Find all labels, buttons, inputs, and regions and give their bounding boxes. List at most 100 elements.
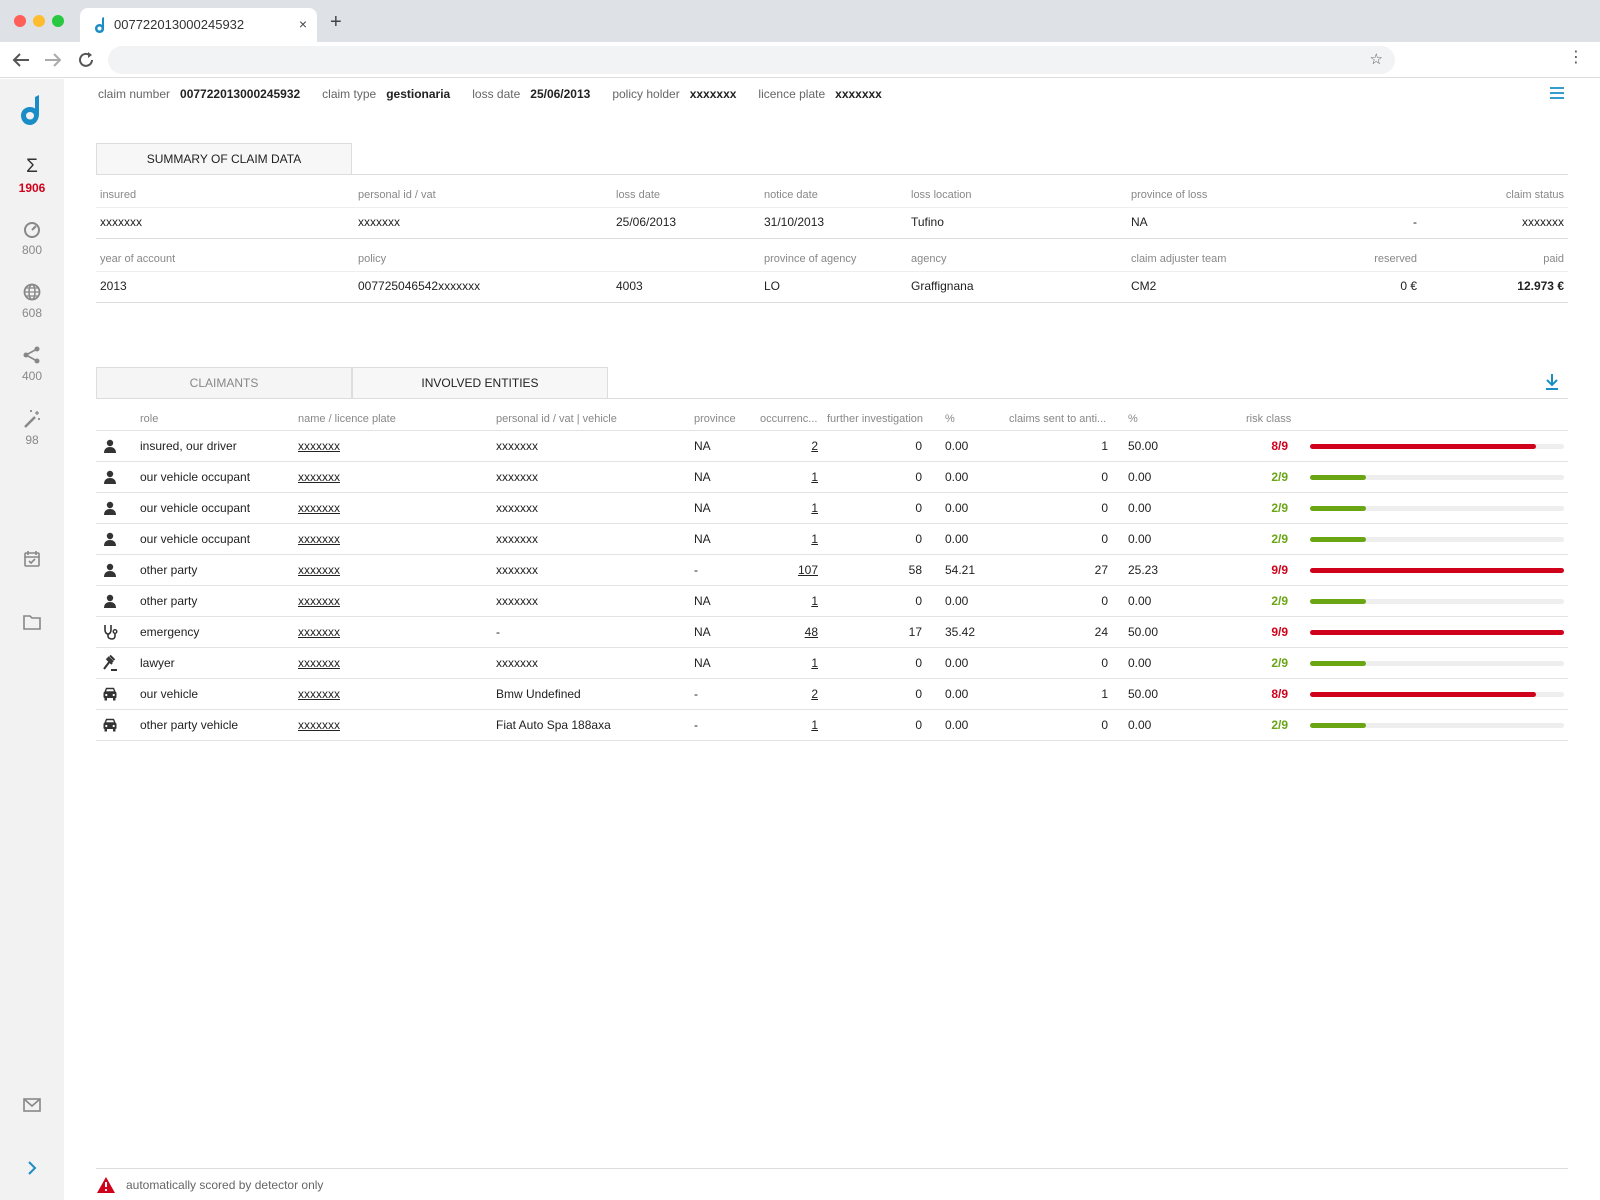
maximize-window-button[interactable] [52,15,64,27]
expand-sidebar-chevron-icon[interactable] [27,1161,37,1175]
row-percent-2: 50.00 [1128,439,1159,453]
header-name[interactable]: name / licence plate [298,413,396,425]
row-name-link[interactable]: xxxxxxx [298,718,340,732]
row-name-link[interactable]: xxxxxxx [298,532,340,546]
mail-icon[interactable] [23,1098,41,1112]
row-claims-sent: 27 [1094,563,1108,577]
summary-row2-divider [96,271,1568,272]
row-personal-id: xxxxxxx [496,656,538,670]
sidebar-item-share[interactable]: 400 [0,345,64,383]
risk-bar-track [1310,630,1564,635]
header-personal-id[interactable]: personal id / vat | vehicle [496,413,617,425]
globe-icon [23,283,41,301]
speedometer-icon [24,222,40,238]
row-role: our vehicle [140,687,199,701]
risk-bar-fill [1310,444,1537,449]
row-occurrences-link[interactable]: 48 [804,625,818,639]
new-tab-button[interactable]: + [330,11,342,33]
row-occurrences-link[interactable]: 1 [811,718,818,732]
row-name-link[interactable]: xxxxxxx [298,439,340,453]
value-year-of-account: 2013 [100,279,127,293]
table-row[interactable]: our vehicle occupant xxxxxxx xxxxxxx NA 1 0 0.… [96,493,1568,524]
row-occurrences-link[interactable]: 2 [811,687,818,701]
reload-icon[interactable] [77,51,95,69]
browser-tab[interactable]: 007722013000245932 × [80,8,317,42]
header-percent-1[interactable]: % [945,413,955,425]
row-occurrences-link[interactable]: 107 [797,563,818,577]
value-reserved: 0 € [1400,279,1417,293]
row-personal-id: xxxxxxx [496,532,538,546]
folder-icon[interactable] [23,614,41,630]
row-occurrences-link[interactable]: 1 [811,501,818,515]
table-row[interactable]: our vehicle occupant xxxxxxx xxxxxxx NA 1 0 0.… [96,462,1568,493]
row-percent-2: 50.00 [1128,625,1159,639]
value-loss-date: 25/06/2013 [616,215,677,229]
tab-involved-entities[interactable]: INVOLVED ENTITIES [352,367,608,399]
back-icon[interactable] [12,52,30,68]
minimize-window-button[interactable] [33,15,45,27]
sidebar-item-wand[interactable]: 98 [0,409,64,447]
table-row[interactable]: our vehicle occupant xxxxxxx xxxxxxx NA 1 0 0.… [96,524,1568,555]
person-icon [102,531,118,547]
row-percent-1: 0.00 [945,656,969,670]
left-sidebar: Σ 1906 800 608 400 98 [0,79,64,1200]
table-row[interactable]: emergency xxxxxxx - NA 48 17 35.42 24 50.00 9/9 [96,617,1568,648]
summary-row1-divider [96,207,1568,208]
tab-summary[interactable]: SUMMARY OF CLAIM DATA [96,143,352,175]
row-name-link[interactable]: xxxxxxx [298,594,340,608]
row-risk-class: 8/9 [1271,439,1288,453]
table-row[interactable]: other party xxxxxxx xxxxxxx - 107 58 54.21 27 25… [96,555,1568,586]
row-occurrences-link[interactable]: 1 [811,470,818,484]
hamburger-menu-icon[interactable] [1549,86,1565,100]
header-province[interactable]: province [694,413,736,425]
app-logo-icon[interactable] [20,95,44,125]
row-personal-id: xxxxxxx [496,439,538,453]
row-occurrences-link[interactable]: 1 [811,656,818,670]
sidebar-item-total[interactable]: Σ 1906 [0,157,64,196]
header-occurrences[interactable]: occurrenc... [760,413,818,425]
row-province: - [694,563,698,577]
tab-claimants[interactable]: CLAIMANTS [96,367,352,399]
table-row[interactable]: other party xxxxxxx xxxxxxx NA 1 0 0.00 0 0.00 2/… [96,586,1568,617]
browser-menu-icon[interactable]: ⋮ [1568,49,1584,66]
calendar-check-icon[interactable] [23,550,41,568]
header-percent-2[interactable]: % [1128,413,1138,425]
row-occurrences-link[interactable]: 1 [811,594,818,608]
label-year-of-account: year of account [100,253,176,265]
download-icon[interactable] [1544,373,1560,391]
row-occurrences-link[interactable]: 2 [811,439,818,453]
address-bar[interactable]: ☆ [108,46,1395,74]
value-loss-location: Tufino [911,215,944,229]
header-role[interactable]: role [140,413,159,425]
table-row[interactable]: insured, our driver xxxxxxx xxxxxxx NA 2 0 0.0… [96,431,1568,462]
person-icon [102,438,118,454]
row-percent-1: 0.00 [945,687,969,701]
sidebar-item-speed[interactable]: 800 [0,219,64,257]
row-name-link[interactable]: xxxxxxx [298,470,340,484]
row-percent-2: 0.00 [1128,718,1152,732]
header-further-investigation[interactable]: further investigation [827,413,923,425]
row-name-link[interactable]: xxxxxxx [298,656,340,670]
table-row[interactable]: lawyer xxxxxxx xxxxxxx NA 1 0 0.00 0 0.00 2/9 [96,648,1568,679]
close-window-button[interactable] [14,15,26,27]
label-loss-date: loss date [616,189,661,201]
row-name-link[interactable]: xxxxxxx [298,625,340,639]
row-name-link[interactable]: xxxxxxx [298,501,340,515]
bookmark-star-icon[interactable]: ☆ [1369,51,1383,68]
row-percent-2: 0.00 [1128,470,1152,484]
sidebar-count-globe: 608 [21,306,43,320]
table-row[interactable]: other party vehicle xxxxxxx Fiat Auto Spa … [96,710,1568,741]
sidebar-item-globe[interactable]: 608 [0,282,64,320]
row-role: our vehicle occupant [140,501,251,515]
header-claims-sent[interactable]: claims sent to anti... [1009,413,1107,425]
row-name-link[interactable]: xxxxxxx [298,563,340,577]
risk-bar-fill [1310,723,1366,728]
tab-close-icon[interactable]: × [298,16,307,32]
row-percent-2: 50.00 [1128,687,1159,701]
table-row[interactable]: our vehicle xxxxxxx Bmw Undefined - 2 0 0.00 1 5… [96,679,1568,710]
forward-icon[interactable] [44,52,62,68]
risk-bar-track [1310,568,1564,573]
row-name-link[interactable]: xxxxxxx [298,687,340,701]
row-occurrences-link[interactable]: 1 [811,532,818,546]
header-risk-class[interactable]: risk class [1246,413,1292,425]
